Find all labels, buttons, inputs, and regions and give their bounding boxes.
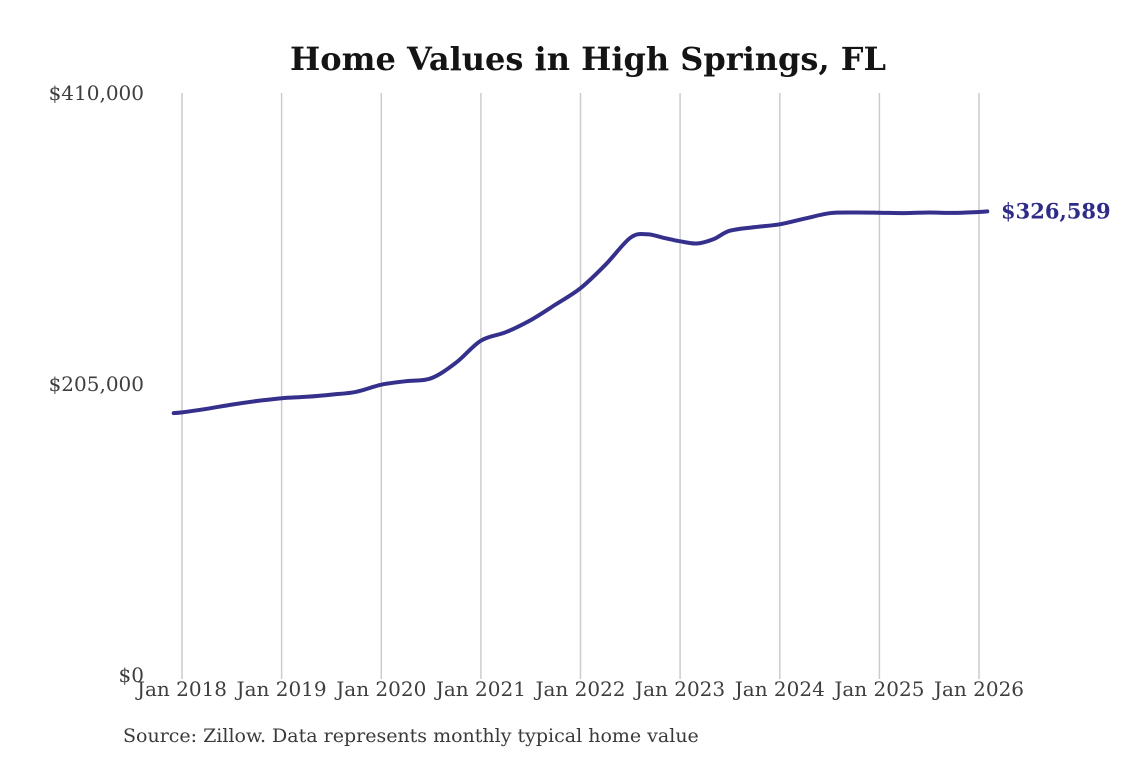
x-tick-label-jan-2026: Jan 2026 [932, 677, 1024, 701]
x-tick-label-jan-2024: Jan 2024 [733, 677, 825, 701]
gridlines [181, 93, 980, 679]
x-tick-label-jan-2022: Jan 2022 [533, 677, 625, 701]
latest-value-label: $326,589 [1001, 198, 1111, 223]
x-tick-label-jan-2018: Jan 2018 [135, 677, 227, 701]
x-tick-label-jan-2019: Jan 2019 [235, 677, 327, 701]
x-tick-label-jan-2025: Jan 2025 [832, 677, 924, 701]
y-tick-label-0: $0 [119, 663, 144, 687]
value-line [171, 209, 990, 416]
x-tick-label-jan-2021: Jan 2021 [434, 677, 526, 701]
source-note: Source: Zillow. Data represents monthly … [123, 725, 699, 747]
chart-title: Home Values in High Springs, FL [290, 40, 886, 78]
y-tick-label-410000: $410,000 [49, 81, 144, 105]
x-tick-label-jan-2020: Jan 2020 [334, 677, 426, 701]
x-tick-label-jan-2023: Jan 2023 [633, 677, 725, 701]
y-tick-label-205000: $205,000 [49, 372, 144, 396]
